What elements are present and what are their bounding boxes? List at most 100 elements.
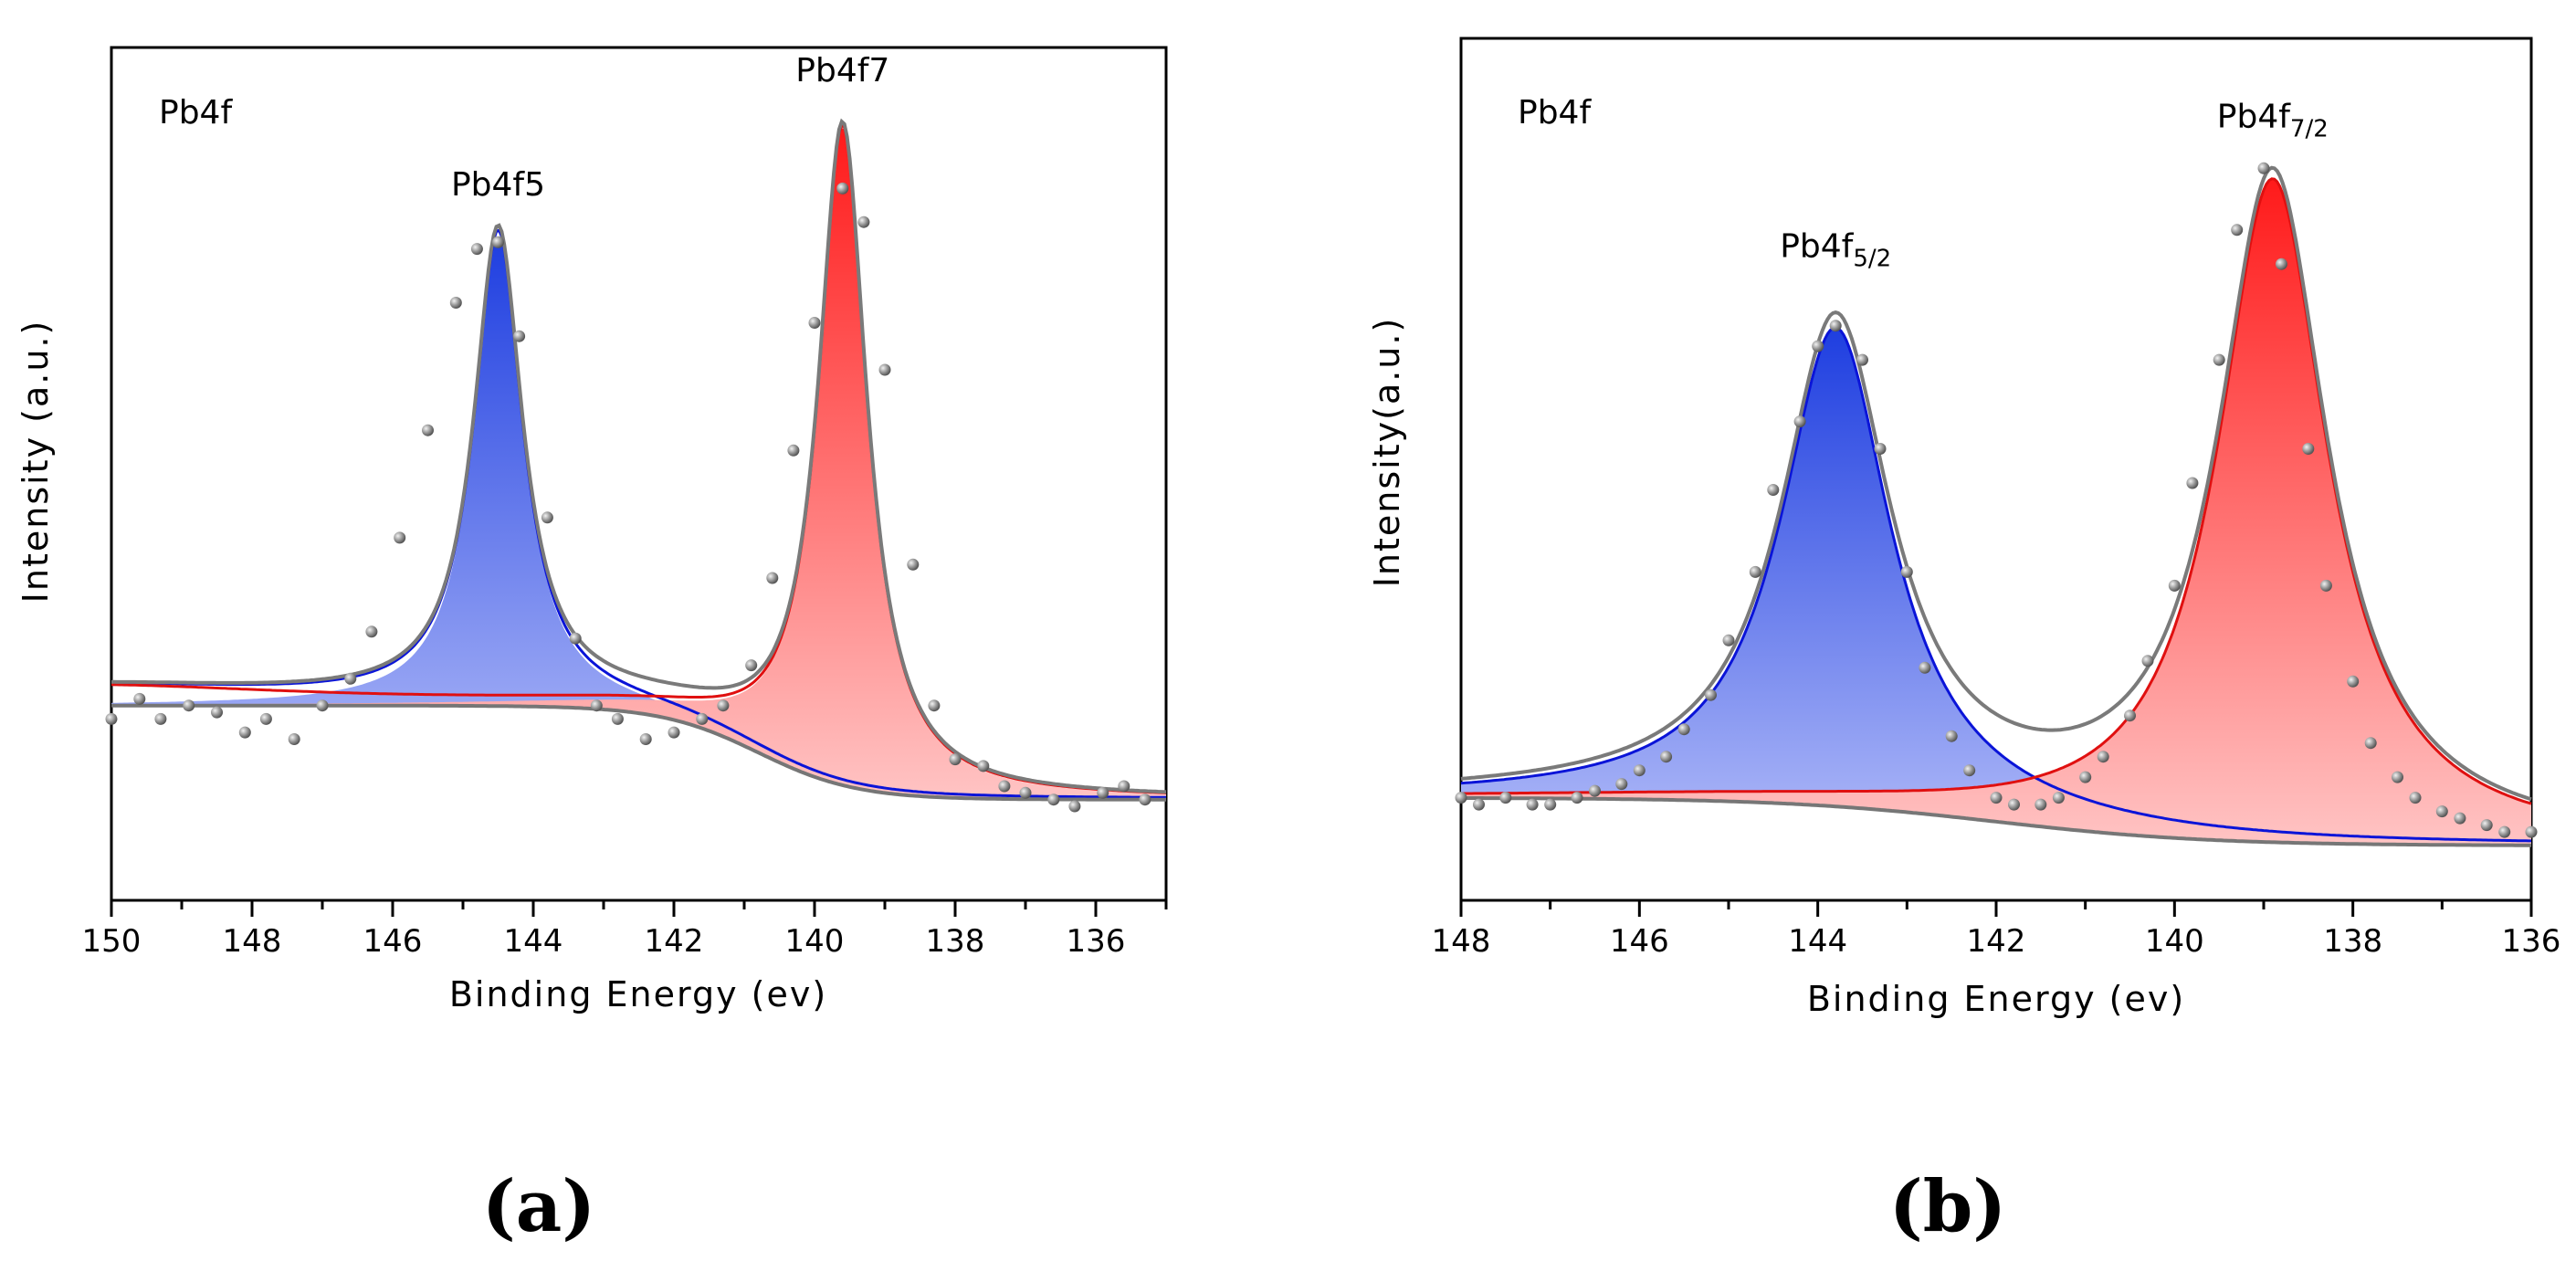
data-point bbox=[1544, 798, 1557, 811]
data-point bbox=[2319, 579, 2332, 592]
data-point bbox=[105, 712, 118, 725]
data-point bbox=[857, 215, 870, 228]
data-point bbox=[1677, 723, 1690, 736]
x-tick-label: 148 bbox=[223, 923, 282, 960]
data-point bbox=[998, 780, 1011, 793]
data-point bbox=[1615, 778, 1628, 791]
data-point bbox=[1139, 793, 1151, 806]
x-tick-label: 140 bbox=[785, 923, 845, 960]
data-point bbox=[2052, 792, 2065, 804]
data-point bbox=[766, 572, 779, 584]
data-point bbox=[878, 363, 891, 376]
data-point bbox=[639, 733, 652, 745]
data-point bbox=[2035, 798, 2047, 811]
peak-label: Pb4f5 bbox=[451, 166, 545, 204]
data-point bbox=[787, 444, 800, 457]
peak-fill-red bbox=[1461, 178, 2531, 846]
peak-component-line bbox=[1460, 177, 2532, 805]
x-tick-label: 146 bbox=[363, 923, 423, 960]
data-point bbox=[949, 753, 962, 766]
data-point bbox=[1526, 798, 1539, 811]
data-point bbox=[2392, 771, 2403, 783]
data-point bbox=[1919, 661, 1931, 674]
x-tick-label: 144 bbox=[1788, 923, 1847, 960]
data-point bbox=[1660, 751, 1673, 763]
data-point bbox=[2409, 792, 2422, 804]
chart-panel-a: Pb4f Intensity (a.u.) Binding Energy (ev… bbox=[16, 46, 1168, 1248]
envelope-line bbox=[111, 118, 1167, 794]
data-point bbox=[513, 330, 526, 342]
data-point bbox=[1812, 340, 1824, 352]
data-point bbox=[1829, 320, 1842, 332]
data-point bbox=[2364, 737, 2377, 750]
x-tick-label: 136 bbox=[2502, 923, 2561, 960]
data-point bbox=[133, 692, 146, 705]
panel-label-a: (a) bbox=[482, 1165, 595, 1248]
x-tick-label: 138 bbox=[926, 923, 985, 960]
data-point bbox=[1455, 792, 1467, 804]
data-point bbox=[836, 182, 849, 194]
data-point bbox=[696, 712, 709, 725]
x-tick-label: 142 bbox=[645, 923, 704, 960]
data-point bbox=[2347, 675, 2360, 688]
data-point bbox=[668, 726, 680, 739]
x-tick-label: 138 bbox=[2323, 923, 2382, 960]
background-line bbox=[1461, 796, 2531, 847]
data-point bbox=[1945, 730, 1958, 742]
x-tick-label: 150 bbox=[82, 923, 142, 960]
data-point bbox=[1633, 764, 1645, 777]
data-point bbox=[2213, 353, 2225, 366]
data-point bbox=[492, 236, 504, 248]
data-point bbox=[2124, 709, 2136, 722]
data-point bbox=[1767, 484, 1780, 496]
data-point bbox=[590, 699, 603, 712]
data-point bbox=[611, 712, 624, 725]
x-axis-label-a: Binding Energy (ev) bbox=[449, 974, 827, 1014]
data-point bbox=[1749, 565, 1761, 578]
data-point bbox=[422, 424, 434, 436]
data-point bbox=[1118, 780, 1130, 793]
data-point bbox=[2186, 477, 2199, 489]
peak-fill-blue bbox=[1461, 327, 2531, 846]
peak-label: Pb4f5/2 bbox=[1780, 228, 1891, 273]
data-point bbox=[1589, 784, 1601, 797]
data-point bbox=[2168, 579, 2181, 592]
panel-label-b: (b) bbox=[1889, 1165, 2006, 1248]
chart-panel-b: Pb4f Intensity(a.u.) Binding Energy (ev)… bbox=[1367, 37, 2561, 1248]
element-annotation-b: Pb4f bbox=[1518, 94, 1592, 131]
data-point bbox=[541, 511, 553, 524]
data-point bbox=[1900, 565, 1913, 578]
data-point bbox=[2498, 825, 2511, 838]
data-point bbox=[288, 733, 300, 745]
data-point bbox=[394, 531, 406, 544]
data-point bbox=[1068, 800, 1081, 813]
data-point bbox=[2257, 162, 2270, 174]
data-point bbox=[1793, 415, 1806, 428]
data-point bbox=[2231, 224, 2244, 236]
data-point bbox=[2302, 443, 2315, 455]
y-axis-label-b: Intensity(a.u.) bbox=[1367, 317, 1407, 588]
background-line bbox=[111, 703, 1166, 802]
plot-frame-a bbox=[110, 46, 1168, 902]
peak-component-line bbox=[111, 228, 1166, 799]
data-point bbox=[259, 712, 272, 725]
data-point bbox=[977, 760, 990, 772]
data-point bbox=[1097, 786, 1109, 799]
peak-label: Pb4f7/2 bbox=[2217, 98, 2329, 142]
data-point bbox=[2525, 825, 2538, 838]
data-point bbox=[907, 558, 920, 571]
data-point bbox=[2454, 812, 2466, 825]
x-tick-label: 146 bbox=[1610, 923, 1669, 960]
data-point bbox=[1722, 634, 1735, 646]
data-point bbox=[569, 632, 582, 645]
data-point bbox=[2079, 771, 2092, 783]
x-tick-label: 142 bbox=[1967, 923, 2026, 960]
data-point bbox=[238, 726, 251, 739]
data-point bbox=[344, 672, 357, 685]
data-point bbox=[1856, 353, 1868, 366]
x-axis-label-b: Binding Energy (ev) bbox=[1807, 979, 2185, 1019]
x-tick-label: 148 bbox=[1432, 923, 1491, 960]
data-point bbox=[717, 699, 730, 712]
data-point bbox=[1473, 798, 1485, 811]
